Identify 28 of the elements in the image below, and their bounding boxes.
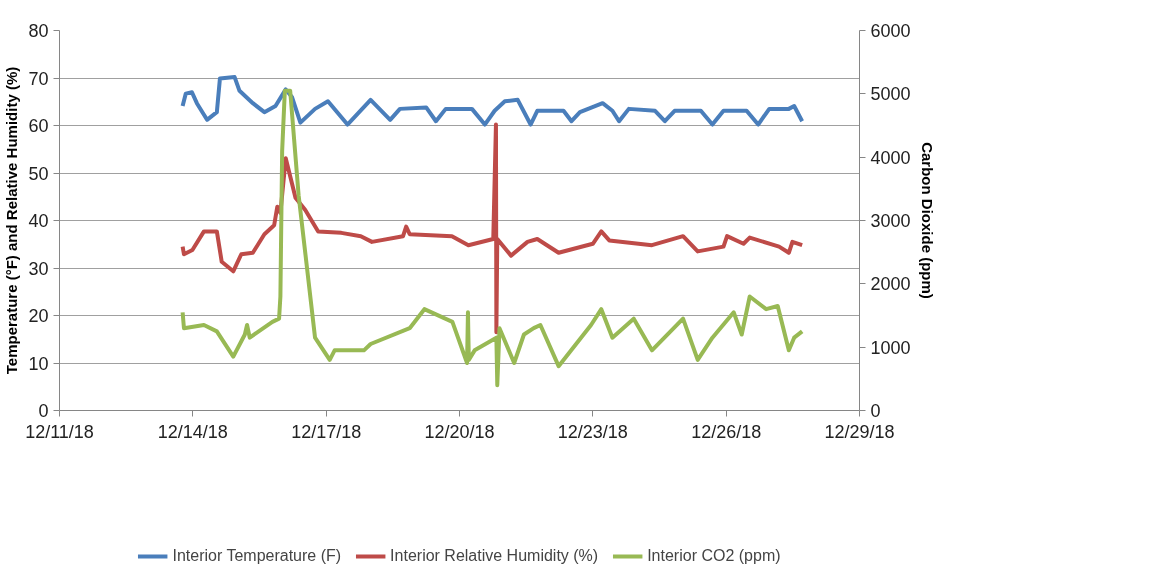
y-tick-label: 0 xyxy=(38,401,49,421)
x-tick-label: 12/26/18 xyxy=(691,421,762,442)
legend-label: Interior CO2 (ppm) xyxy=(647,547,781,565)
y-tick-label: 30 xyxy=(28,258,49,279)
x-tick-label: 12/29/18 xyxy=(824,421,895,442)
y2-axis-title: Carbon Dioxide (ppm) xyxy=(918,142,936,299)
y2-tick-label: 2000 xyxy=(870,274,911,295)
y-tick-label: 40 xyxy=(28,211,49,231)
y-tick-label: 10 xyxy=(28,353,49,374)
y-tick-label: 60 xyxy=(28,116,49,136)
y2-tick-label: 5000 xyxy=(870,84,911,105)
y2-tick-label: 1000 xyxy=(870,337,911,358)
y2-tick-label: 4000 xyxy=(870,147,911,168)
x-tick-label: 12/17/18 xyxy=(291,421,362,442)
x-tick-label: 12/11/18 xyxy=(25,421,94,442)
y-axis-title: Temperature (°F) and Relative Humidity (%) xyxy=(3,66,21,375)
y-tick-label: 70 xyxy=(28,68,49,89)
y2-tick-label: 3000 xyxy=(870,211,911,231)
x-tick-label: 12/23/18 xyxy=(557,421,628,442)
y2-tick-label: 0 xyxy=(870,401,881,421)
y2-tick-label: 6000 xyxy=(870,21,911,41)
y-tick-label: 80 xyxy=(28,21,49,41)
x-tick-label: 12/20/18 xyxy=(424,421,495,442)
legend-label: Interior Temperature (F) xyxy=(172,547,342,565)
y-tick-label: 50 xyxy=(28,163,49,184)
legend-label: Interior Relative Humidity (%) xyxy=(390,547,599,565)
y-tick-label: 20 xyxy=(28,306,49,326)
x-tick-label: 12/14/18 xyxy=(157,421,228,442)
